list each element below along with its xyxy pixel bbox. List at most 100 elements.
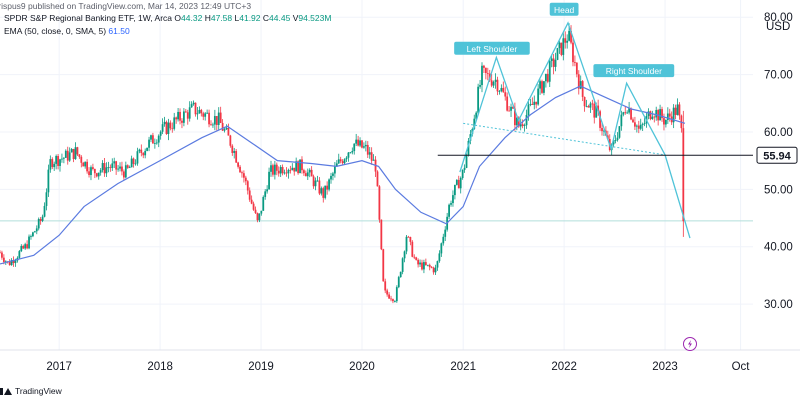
candle-body: [527, 104, 530, 115]
candle-body: [403, 251, 406, 259]
candle-body: [188, 107, 191, 119]
candle-body: [33, 231, 36, 233]
candle-body: [405, 236, 408, 252]
grid: [0, 0, 753, 350]
annotation-badge: [593, 64, 675, 78]
candle-body: [515, 117, 518, 126]
symbol-legend: SPDR S&P Regional Banking ETF, 1W, Arca …: [4, 13, 331, 23]
candle-body: [393, 301, 396, 302]
x-tick-label: 2017: [46, 361, 72, 373]
candle-body: [407, 236, 410, 238]
candle-body: [304, 173, 307, 177]
candle-body: [153, 143, 156, 144]
y-tick-label: 50.00: [764, 184, 793, 196]
close-label: C: [262, 13, 270, 23]
candle-body: [47, 169, 50, 193]
candle-body: [196, 113, 199, 115]
x-tick-label: 2018: [147, 361, 173, 373]
candle-body: [152, 135, 154, 144]
candle-body: [479, 85, 481, 87]
candle-body: [570, 30, 572, 43]
candle-body: [186, 112, 189, 119]
candle-body: [223, 129, 226, 131]
candle-body: [244, 177, 247, 182]
candle-body: [498, 91, 501, 92]
candle-body: [494, 79, 497, 82]
candle-body: [552, 58, 555, 67]
candle-body: [601, 127, 603, 132]
annotation-label: Head: [554, 5, 575, 15]
candle-body: [568, 30, 571, 41]
candle-body: [453, 184, 456, 196]
candle-body: [597, 105, 600, 112]
candle-body: [523, 125, 526, 127]
candle-body: [337, 159, 340, 164]
candle-body: [624, 112, 627, 114]
candle-body: [372, 159, 375, 161]
ema-label[interactable]: EMA (50, close, 0, SMA, 5): [4, 26, 107, 36]
time-axis[interactable]: 2017 2018 2019 2020 2021 2022 2023 Oct: [0, 349, 800, 373]
candle-body: [150, 135, 152, 140]
footer-brand[interactable]: TradingView: [0, 386, 62, 396]
candle-body: [124, 165, 127, 178]
candle-body: [428, 264, 431, 268]
candle-body: [382, 249, 385, 282]
candle-body: [641, 123, 644, 125]
candle-body: [225, 127, 228, 130]
candle-body: [519, 124, 522, 127]
candle-body: [423, 262, 425, 270]
candle-body: [208, 112, 210, 125]
candle-body: [8, 261, 11, 266]
y-tick-label: 80.00: [764, 12, 793, 24]
candle-body: [440, 243, 443, 254]
candle-body: [434, 267, 437, 273]
candle-body: [146, 147, 149, 151]
annotation-badge: [549, 2, 579, 16]
candle-body: [2, 257, 5, 262]
candle-body: [22, 245, 25, 249]
symbol-name[interactable]: SPDR S&P Regional Banking ETF, 1W, Arca: [4, 13, 173, 23]
ema-legend: EMA (50, close, 0, SMA, 5) 61.50: [4, 26, 130, 36]
candle-body: [664, 119, 667, 125]
candle-body: [233, 151, 236, 153]
candle-body: [612, 140, 615, 145]
candle-body: [258, 213, 261, 221]
candle-body: [250, 199, 253, 204]
candle-body: [332, 173, 334, 176]
candle-body: [283, 172, 286, 174]
candle-body: [182, 111, 185, 123]
candle-body: [167, 122, 170, 134]
candle-body: [438, 253, 441, 262]
candle-body: [318, 180, 321, 194]
price-axis[interactable]: USD 30.00 40.00 50.00 60.00 70.00 80.00: [764, 12, 793, 311]
candle-body: [1, 252, 3, 258]
candle-body: [484, 67, 487, 74]
candle-body: [525, 114, 528, 126]
candle-body: [93, 168, 96, 174]
candle-body: [392, 299, 394, 302]
candle-body: [341, 161, 344, 164]
candle-body: [0, 252, 1, 254]
candle-body: [62, 157, 65, 159]
candle-body: [544, 73, 547, 82]
candle-body: [541, 81, 543, 93]
candle-body: [59, 159, 61, 166]
candle-body: [72, 149, 75, 160]
candle-body: [546, 73, 549, 82]
candle-body: [448, 204, 450, 217]
candle-body: [533, 101, 536, 105]
candle-body: [537, 88, 540, 105]
candle-body: [184, 111, 187, 113]
candle-body: [517, 117, 520, 127]
resistance-level-tag: [756, 146, 798, 164]
candle-body: [285, 172, 288, 174]
candle-body: [295, 161, 298, 172]
candle-body: [539, 81, 541, 89]
candle-body: [411, 241, 414, 257]
high-label: H: [204, 13, 211, 23]
candle-body: [281, 166, 284, 174]
candle-body: [421, 262, 423, 270]
lightning-icon[interactable]: [683, 337, 697, 351]
candle-body: [618, 126, 621, 138]
